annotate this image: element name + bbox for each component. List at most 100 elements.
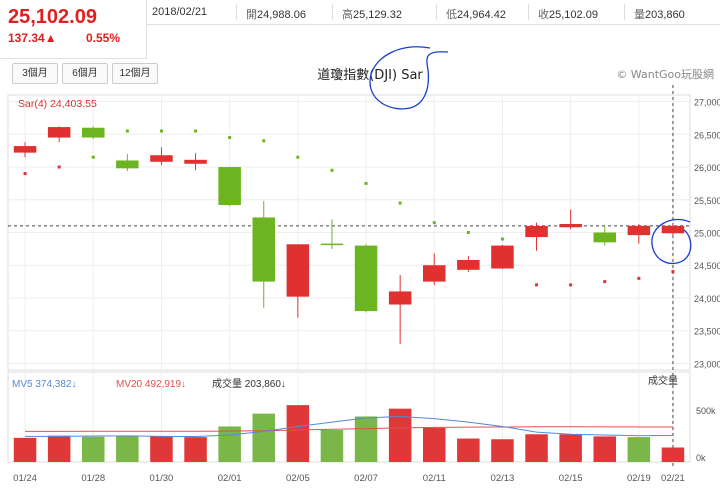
volume-bar [457, 438, 480, 462]
range-3m-button[interactable]: 3個月 [12, 63, 58, 84]
volume-bar [252, 413, 276, 462]
x-tick-label: 02/21 [661, 473, 685, 484]
mv5-line [25, 415, 673, 438]
candle-body [218, 167, 241, 205]
ohlc-info-bar: 2018/02/21 開24,988.06 高25,129.32 低24,964… [146, 0, 720, 25]
candle-body [252, 217, 276, 282]
range-12m-button[interactable]: 12個月 [112, 63, 158, 84]
sar-point [330, 168, 334, 172]
y-tick-label: 25,500 [694, 196, 720, 206]
candle-body [627, 225, 651, 236]
mv20-legend: MV20 492,919↓ [116, 379, 186, 390]
watermark: © WantGoo玩股網 [616, 68, 714, 81]
mv20-line [25, 426, 673, 432]
quote-date: 2018/02/21 [152, 6, 208, 18]
volume-bar [559, 434, 582, 462]
high-value: 高25,129.32 [342, 9, 402, 21]
candle-body [457, 260, 480, 270]
sar-indicator-label: Sar(4) 24,403.55 [18, 98, 97, 110]
sar-point [194, 129, 198, 133]
range-6m-button[interactable]: 6個月 [62, 63, 108, 84]
candle-body [559, 223, 582, 228]
candle-body [422, 265, 446, 282]
volume-bar [525, 434, 548, 462]
close-value: 收25,102.09 [538, 9, 598, 21]
y-tick-label: 27,000 [694, 98, 720, 108]
x-tick-label: 02/11 [423, 473, 446, 484]
candle-body [354, 245, 378, 312]
x-tick-label: 02/13 [491, 473, 515, 484]
volume-bar [81, 436, 105, 462]
candle-body [116, 160, 139, 169]
sar-point [500, 237, 504, 241]
candle-body [47, 127, 71, 138]
sar-point [125, 129, 129, 133]
volume-bar [422, 427, 446, 462]
volume-bar [13, 437, 37, 462]
y-tick-label: 24,000 [694, 294, 720, 304]
sar-point [603, 280, 607, 284]
quote-header: 25,102.09 137.34▲ 0.55% 2018/02/21 開24,9… [0, 0, 720, 59]
handdrawn-circle-lastcandle [651, 218, 692, 265]
sar-point [432, 221, 436, 225]
x-tick-label: 02/19 [627, 473, 651, 484]
volume-bar [47, 435, 71, 462]
sar-point [262, 139, 266, 143]
x-tick-label: 02/01 [218, 473, 242, 484]
sar-point [91, 155, 95, 159]
sar-point [23, 172, 27, 176]
candle-body [286, 244, 310, 297]
mv5-legend: MV5 374,382↓ [12, 379, 77, 390]
volume-bar [150, 436, 173, 462]
candle-body [81, 127, 105, 138]
volume-bar [661, 447, 685, 462]
volume-bar [388, 408, 412, 462]
volume-value: 量203,860 [634, 9, 685, 21]
sar-point [535, 283, 539, 287]
volume-tick-0k: 0k [696, 453, 706, 463]
y-tick-label: 26,000 [694, 163, 720, 173]
y-tick-label: 23,000 [694, 359, 720, 369]
sar-point [228, 136, 232, 140]
price-panel-frame [7, 94, 691, 371]
sar-point [159, 129, 163, 133]
price-box: 25,102.09 137.34▲ 0.55% [0, 0, 147, 59]
candle-body [320, 243, 344, 246]
open-value: 開24,988.06 [246, 9, 306, 21]
x-tick-label: 01/24 [13, 473, 37, 484]
y-tick-label: 26,500 [694, 130, 720, 140]
volume-bar [320, 430, 344, 462]
sar-point [569, 283, 573, 287]
candle-body [13, 146, 37, 153]
x-tick-label: 02/15 [559, 473, 583, 484]
sar-point [296, 155, 300, 159]
sar-point [671, 270, 675, 274]
x-tick-label: 01/30 [150, 473, 174, 484]
low-value: 低24,964.42 [446, 9, 506, 21]
volume-panel-frame [7, 371, 691, 463]
x-tick-label: 02/05 [286, 473, 310, 484]
candle-body [388, 291, 412, 305]
y-tick-label: 24,500 [694, 261, 720, 271]
sar-point [57, 165, 61, 169]
x-tick-label: 01/28 [81, 473, 105, 484]
volume-bar [627, 437, 651, 462]
sar-point [398, 201, 402, 205]
volume-bar [184, 437, 207, 462]
sar-point [637, 276, 641, 280]
volume-bar [593, 436, 617, 462]
candle-body [525, 225, 548, 238]
chart-title: 道瓊指數(DJI) Sar [317, 68, 423, 83]
volume-bar [491, 439, 514, 462]
y-tick-label: 25,000 [694, 229, 720, 239]
candle-body [593, 232, 617, 243]
candle-body [491, 245, 514, 269]
volume-legend: 成交量 203,860↓ [212, 377, 286, 390]
sar-point [364, 181, 368, 185]
candle-body [184, 159, 207, 164]
y-tick-label: 23,500 [694, 327, 720, 337]
volume-bar [116, 435, 139, 462]
volume-bar [286, 405, 310, 462]
volume-bar [354, 416, 378, 462]
price-change-pct: 0.55% [86, 31, 121, 45]
